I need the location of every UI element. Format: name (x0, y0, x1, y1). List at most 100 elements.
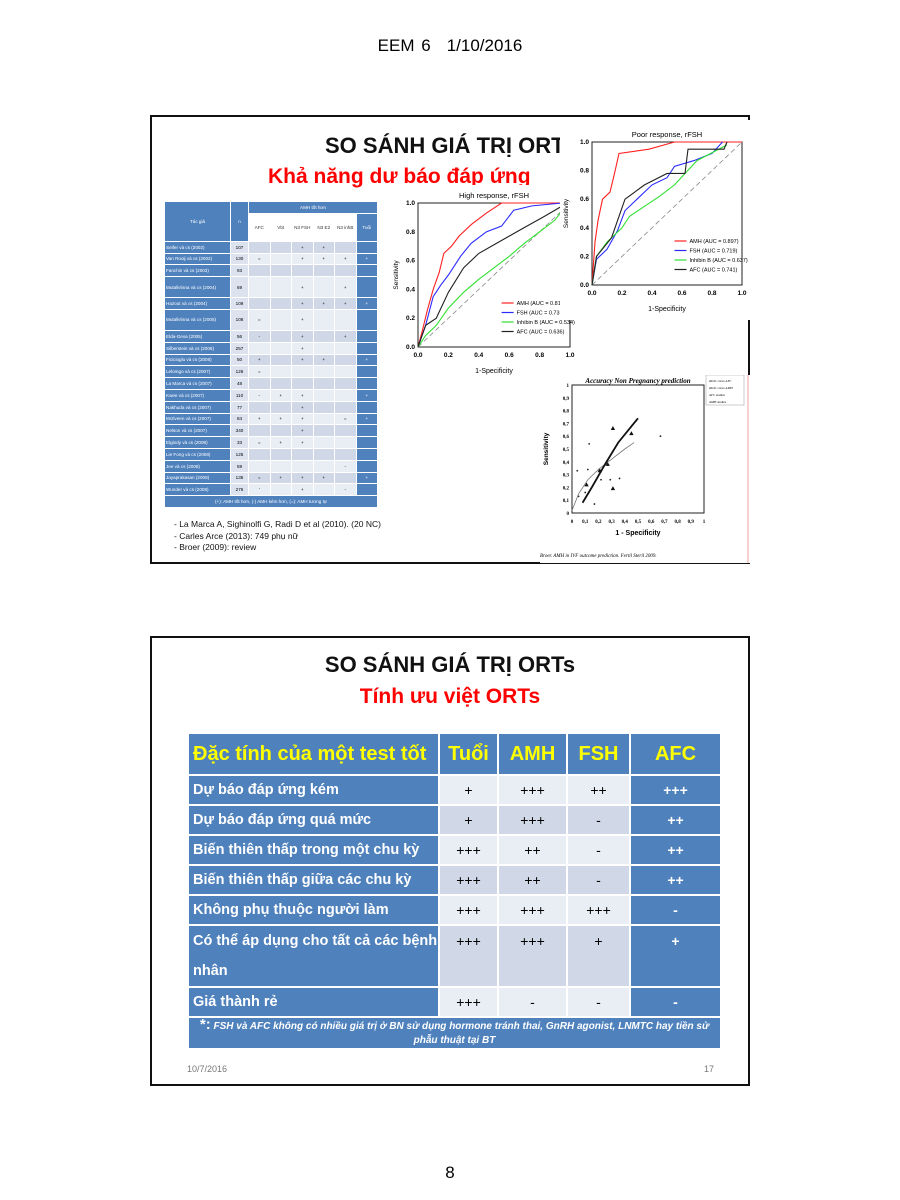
n-value: 257 (230, 341, 249, 355)
col-header: N3 inhB (334, 212, 357, 242)
n-value: 110 (230, 388, 249, 402)
comparison-table: Đặc tính của một test tốt Tuổi AMH FSH AFC Dự… (187, 732, 722, 1050)
table-row: Hazout và cs (2004) 109 + + + + (164, 297, 378, 310)
cell (334, 240, 357, 254)
cell (248, 341, 271, 355)
table-row: Lelomgo và cs (2007) 126 = (164, 365, 378, 379)
slide-subtitle: Tính ưu việt ORTs (359, 685, 541, 708)
cell (269, 252, 292, 266)
author: Seifer và cs (2002) (164, 240, 231, 254)
cell (334, 365, 357, 379)
y-tick-label: 0.4 (580, 225, 589, 232)
cell (269, 308, 292, 331)
cell (312, 424, 335, 438)
n-value: 126 (230, 365, 249, 379)
rating: +++ (438, 924, 499, 988)
rating: + (438, 804, 499, 836)
note-mark: *: (199, 1016, 211, 1033)
cell (312, 264, 335, 278)
cell: + (312, 252, 335, 266)
cell: = (248, 365, 271, 379)
cell: + (291, 297, 314, 310)
plot-frame (591, 141, 743, 286)
cell (355, 483, 378, 497)
table-row: Mutalkrisna và cs (2005) 108 = + (164, 308, 378, 331)
cell (248, 240, 271, 254)
author: Mutalkrisna và cs (2005) (164, 308, 231, 331)
x-tick-label: 1.0 (565, 352, 574, 359)
n-value: 84 (230, 412, 249, 426)
cell: + (291, 252, 314, 266)
table-row: Biến thiên thấp giữa các chu kỳ +++ ++ - ++ (187, 864, 722, 896)
legend-entry: AMH (AUC = 0.897) (690, 239, 739, 245)
cell (312, 483, 335, 497)
rating: ++ (629, 804, 722, 836)
col-header: Tuổi (355, 212, 378, 242)
legend-entry: FSH (AUC = 0.719) (690, 249, 738, 255)
cell (334, 436, 357, 449)
rating: ++ (629, 864, 722, 896)
note-text: FSH và AFC không có nhiều giá trị ở BN s… (213, 1021, 710, 1046)
col-header: N3 E2 (312, 212, 335, 242)
col-header: Vbt (269, 212, 292, 242)
amh-study-point (610, 426, 616, 431)
cell: - (334, 459, 357, 473)
cell: + (291, 400, 314, 414)
cell: + (291, 353, 314, 367)
criterion: Biến thiên thấp trong một chu kỳ (187, 834, 440, 866)
legend-entry: AMH (AUC = 0.813) (517, 301, 566, 307)
cell: + (269, 436, 292, 449)
table-row: Mutalkrisna và cs (2004) 69 + + (164, 276, 378, 299)
cell (248, 264, 271, 278)
y-tick-label: 0,3 (563, 474, 570, 479)
cell (312, 341, 335, 355)
cell: + (291, 483, 314, 497)
y-tick-label: 0,9 (563, 397, 570, 402)
footer-date: 10/7/2016 (187, 1064, 228, 1074)
header-date: 1/10/2016 (446, 36, 523, 55)
y-axis-label: Sensitivity (563, 198, 570, 228)
y-tick-label: 0.6 (406, 258, 415, 265)
col-header: Tuổi (438, 732, 499, 776)
y-tick-label: 0.6 (580, 196, 589, 203)
n-value: 69 (230, 276, 249, 299)
cell (248, 459, 271, 473)
cell: = (248, 471, 271, 485)
cell: = (248, 436, 271, 449)
rating: ++ (497, 834, 568, 866)
y-tick-label: 0,7 (563, 422, 570, 427)
table-note: *: FSH và AFC không có nhiều giá trị ở B… (187, 1016, 722, 1050)
n-value: 33 (230, 436, 249, 449)
cell: = (334, 412, 357, 426)
n-value: 56 (230, 329, 249, 343)
table-row: Biến thiên thấp trong một chu kỳ +++ ++ - ++ (187, 834, 722, 866)
rating: - (566, 834, 631, 866)
table-row: Jayaprakasan (2008) 135 = + + + + (164, 471, 378, 485)
roc-curve-afc (591, 141, 728, 286)
cell (355, 341, 378, 355)
criterion: Giá thành rẻ (187, 986, 440, 1018)
col-header: AFC (629, 732, 722, 776)
table-row: Fanchin và cs (2003) 93 (164, 264, 378, 278)
cell: + (334, 329, 357, 343)
afc-study-point (618, 477, 621, 480)
n-value: 109 (230, 297, 249, 310)
criterion: Dự báo đáp ứng kém (187, 774, 440, 806)
y-tick-label: 0,8 (563, 410, 570, 415)
author: Kwee và cs (2007) (164, 388, 231, 402)
table-footnote: (+): AMH tốt hơn, (-) AMH kém hơn, (=): … (164, 495, 378, 508)
table-row: Seifer và cs (2002) 107 + + (164, 240, 378, 254)
rating: - (566, 986, 631, 1018)
rating: + (629, 924, 722, 988)
cell: + (355, 471, 378, 485)
y-tick-label: 0 (567, 512, 570, 517)
n-value: 125 (230, 447, 249, 461)
cell: + (355, 252, 378, 266)
roc-curve-inhibin (417, 209, 563, 348)
x-axis-label: 1-Specificity (648, 306, 686, 313)
cell: + (355, 297, 378, 310)
y-tick-label: 0.8 (406, 229, 415, 236)
table-row: Jee và cs (2008) 59 - (164, 459, 378, 473)
cell: + (291, 424, 314, 438)
x-tick-label: 0.2 (617, 290, 626, 297)
